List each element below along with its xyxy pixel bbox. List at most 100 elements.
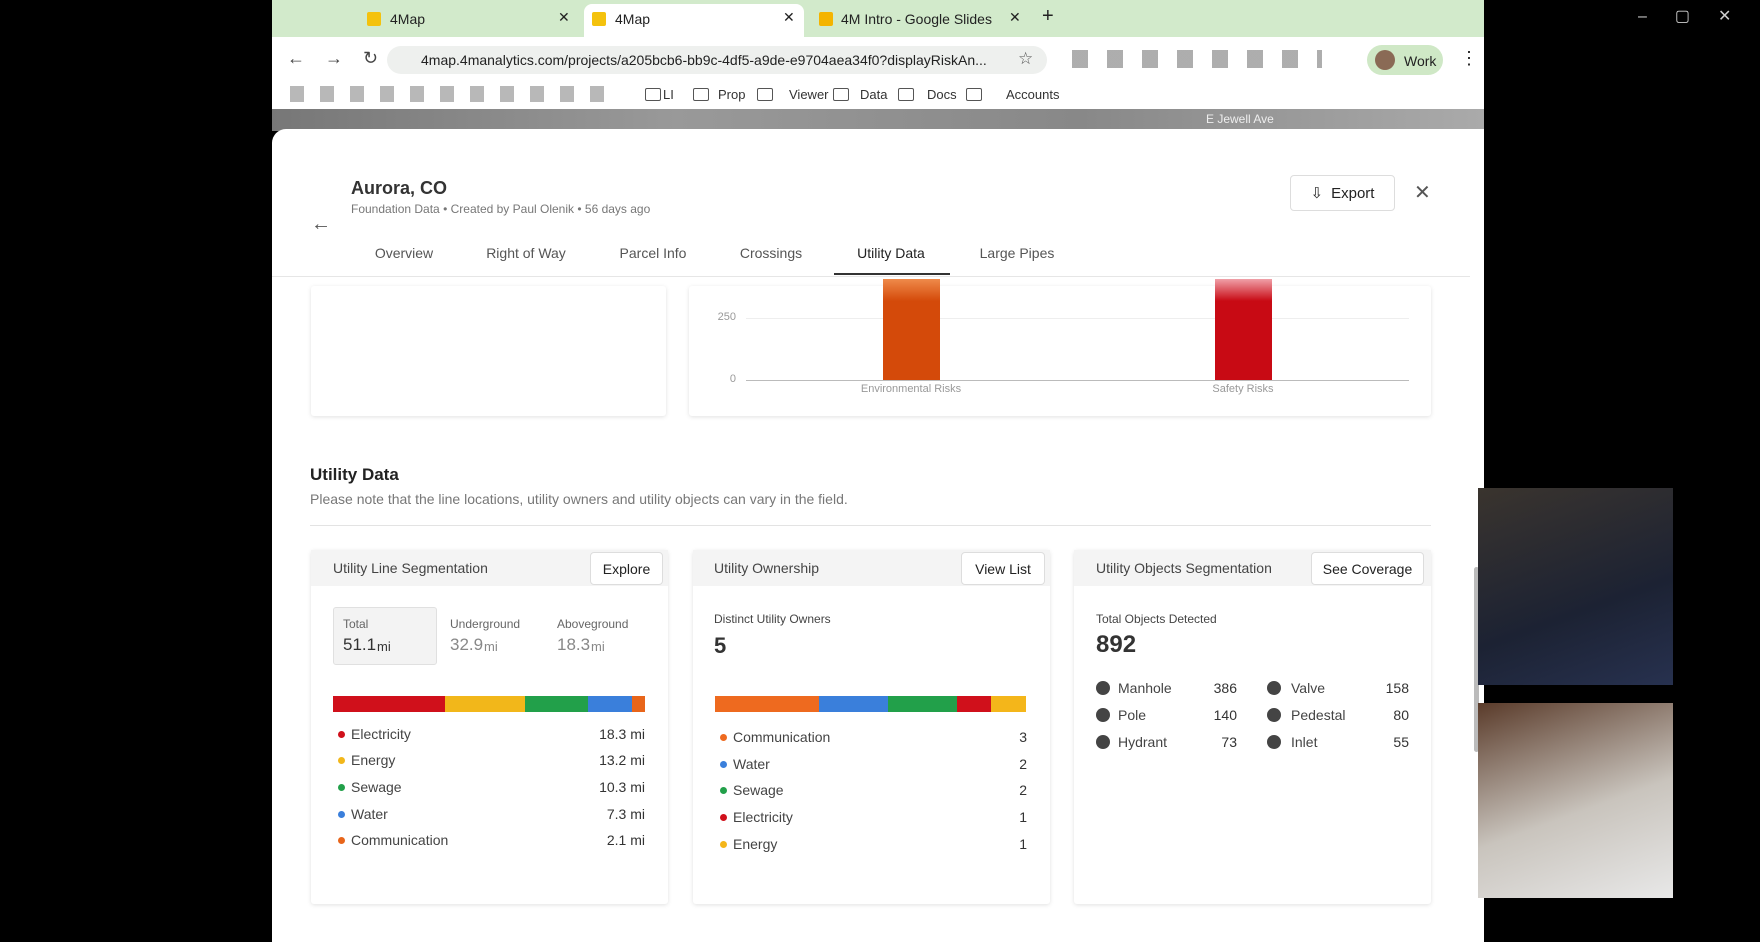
object-value: 140 — [1213, 707, 1237, 723]
stat-selected[interactable] — [333, 607, 437, 665]
export-label[interactable]: Export — [1331, 184, 1375, 202]
bookmark-icon — [966, 88, 982, 101]
nav-tab[interactable]: Large Pipes — [979, 245, 1055, 261]
omnibox[interactable] — [387, 46, 1047, 74]
card-title: Utility Line Segmentation — [333, 560, 488, 576]
risk-bar — [883, 279, 940, 380]
bookmark[interactable]: Prop — [718, 87, 746, 102]
legend-dot — [338, 837, 345, 844]
legend-dot — [338, 784, 345, 791]
object-value: 80 — [1393, 707, 1409, 723]
tab-close[interactable]: ✕ — [783, 9, 795, 25]
stat-unit: mi — [484, 639, 498, 654]
scrollbar[interactable] — [1474, 567, 1479, 752]
window-controls[interactable]: –▢✕ — [1638, 8, 1760, 25]
tab-title[interactable]: 4M Intro - Google Slides — [841, 11, 992, 27]
new-tab[interactable]: + — [1042, 5, 1054, 27]
webcam — [1478, 703, 1673, 898]
author: Created by Paul Olenik — [450, 202, 575, 216]
bookmark[interactable]: Accounts — [1006, 87, 1060, 102]
stat-value: 51.1 — [343, 635, 377, 654]
legend-value: 2 — [1019, 782, 1027, 798]
nav-tab[interactable]: Parcel Info — [619, 245, 687, 261]
tab-icon — [819, 12, 833, 26]
object-icon — [1096, 735, 1110, 749]
x-tick-label: Safety Risks — [1212, 383, 1274, 395]
tab-underline — [834, 273, 950, 275]
webcam — [1478, 488, 1673, 685]
tab-close[interactable]: ✕ — [558, 9, 570, 25]
bookmark[interactable]: LI — [663, 87, 674, 102]
bookmark-icon — [833, 88, 849, 101]
bookmark-icon — [757, 88, 773, 101]
legend-name: Energy — [733, 836, 778, 852]
divider — [310, 525, 1431, 526]
legend-value: 10.3 mi — [599, 779, 645, 795]
menu[interactable]: ⋮ — [1460, 48, 1478, 68]
object-value: 158 — [1385, 680, 1409, 696]
legend-value: 2.1 mi — [606, 832, 645, 848]
legend-name: Communication — [733, 729, 831, 745]
segment — [444, 696, 525, 712]
stat-value: 18.3 — [557, 635, 591, 654]
section-note: Please note that the line locations, uti… — [310, 491, 848, 507]
stat-unit: mi — [377, 639, 391, 654]
nav-tab[interactable]: Crossings — [739, 245, 803, 261]
legend-value: 1 — [1019, 836, 1027, 852]
legend-name: Communication — [351, 832, 449, 848]
active-tab[interactable] — [584, 4, 804, 37]
tab-close[interactable]: ✕ — [1009, 9, 1021, 25]
object-icon — [1267, 735, 1281, 749]
stat-label: Total Objects Detected — [1096, 612, 1217, 626]
y-tick-label: 250 — [717, 311, 736, 323]
grid-line — [746, 380, 1409, 381]
bookmark[interactable]: Docs — [927, 87, 957, 102]
url[interactable]: 4map.4manalytics.com/projects/a205bcb6-b… — [421, 52, 987, 68]
legend-dot — [338, 757, 345, 764]
legend-dot — [720, 814, 727, 821]
tab-icon — [367, 12, 381, 26]
tab-title[interactable]: 4Map — [390, 11, 426, 27]
see-coverage-button[interactable]: See Coverage — [1311, 552, 1424, 585]
subtitle: Foundation Data • Created by Paul Olenik… — [351, 202, 651, 216]
card — [311, 286, 666, 416]
close[interactable]: ✕ — [1414, 182, 1431, 204]
export-button[interactable]: ⇩ Export — [1290, 175, 1395, 211]
object-value: 73 — [1221, 734, 1237, 750]
object-icon — [1096, 708, 1110, 722]
stat-unit: mi — [591, 639, 605, 654]
source: Foundation Data — [351, 202, 440, 216]
stat-label: Underground — [450, 617, 521, 631]
tab-strip — [272, 0, 1484, 37]
age: 56 days ago — [584, 202, 651, 216]
legend-value: 7.3 mi — [606, 806, 645, 822]
back[interactable]: ← — [311, 213, 331, 235]
map-label: E Jewell Ave — [1206, 112, 1274, 126]
bookmark[interactable]: Viewer — [789, 87, 829, 102]
legend-value: 13.2 mi — [599, 752, 645, 768]
nav-tab[interactable]: Overview — [374, 245, 434, 261]
legend-value: 1 — [1019, 809, 1027, 825]
explore-button[interactable]: Explore — [590, 552, 663, 585]
profile-name[interactable]: Work — [1404, 53, 1437, 69]
stat-value: 892 — [1096, 631, 1137, 658]
legend-value: 18.3 mi — [599, 726, 645, 742]
legend-value: 3 — [1019, 729, 1027, 745]
star[interactable]: ☆ — [1018, 49, 1034, 68]
extensions[interactable] — [1072, 50, 1322, 68]
nav-buttons[interactable]: ←→↻ — [287, 48, 399, 68]
stat-value: 32.9 — [450, 635, 484, 654]
tab-title[interactable]: 4Map — [615, 11, 651, 27]
chart-card — [689, 286, 1431, 416]
legend-name: Sewage — [733, 782, 784, 798]
view-list-button[interactable]: View List — [961, 552, 1045, 585]
nav-tab[interactable]: Utility Data — [857, 245, 925, 261]
bookmark-icon — [898, 88, 914, 101]
nav-tab[interactable]: Right of Way — [486, 245, 566, 261]
map — [272, 109, 1484, 131]
bookmark[interactable]: Data — [860, 87, 888, 102]
legend-dot — [720, 841, 727, 848]
legend-name: Energy — [351, 752, 396, 768]
object-name: Hydrant — [1118, 734, 1168, 750]
